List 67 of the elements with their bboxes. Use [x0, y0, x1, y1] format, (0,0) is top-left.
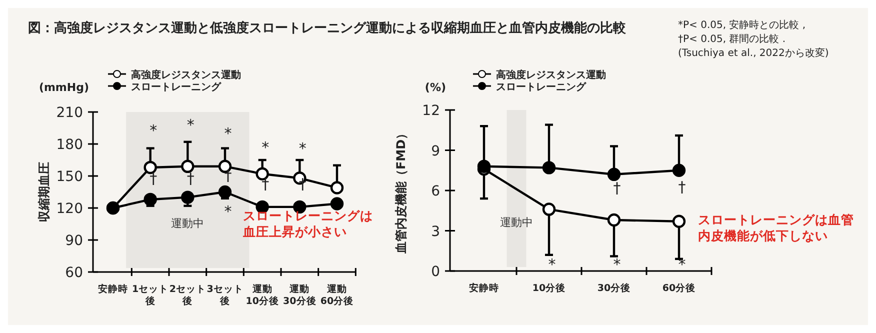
text: (%): [424, 81, 446, 94]
text: (mmHg): [38, 81, 89, 94]
point: [672, 214, 686, 228]
y-axis-title: 血管内皮機能（FMD）: [394, 127, 408, 255]
legend-label: 高強度レジスタンス運動: [496, 69, 606, 81]
annotation: †: [678, 178, 686, 196]
x-tick-label: 安静時: [469, 282, 499, 294]
point: [477, 160, 491, 173]
point: [330, 197, 344, 210]
annotation: *: [224, 124, 232, 143]
text: (Tsuchiya et al., 2022から改変): [678, 47, 829, 59]
y-tick-label: 9: [431, 143, 440, 160]
legend-label: スロートレーニング: [496, 81, 587, 93]
x-tick-label: 1セット後: [132, 284, 169, 307]
y-tick-label: 180: [56, 137, 83, 153]
y-axis-title: 収縮期血圧: [37, 162, 51, 222]
y-tick-label: 150: [56, 169, 83, 185]
annotation: *: [678, 256, 686, 274]
legend-label: スロートレーニング: [131, 81, 222, 93]
point: [181, 160, 194, 173]
y-tick-label: 90: [65, 233, 83, 249]
point: [144, 160, 157, 174]
x-tick-label: 30分後: [597, 282, 631, 294]
point: [542, 161, 556, 174]
annotation: †: [150, 169, 158, 188]
point: [542, 202, 556, 216]
annotation: †: [613, 179, 622, 198]
point: [672, 164, 686, 177]
point: [607, 213, 621, 227]
x-tick-label: 運動10分後: [246, 283, 279, 307]
point: [144, 192, 157, 206]
point: [218, 185, 232, 199]
annotation: †: [186, 169, 195, 188]
point: [330, 181, 344, 194]
annotation: *: [262, 138, 270, 157]
annotation: †: [224, 166, 232, 184]
x-tick-label: 運動30分後: [283, 283, 316, 307]
annotation: *: [298, 140, 307, 158]
x-tick-label: 2セット後: [169, 284, 206, 307]
band-label: 運動中: [171, 217, 204, 230]
y-tick-label: 120: [56, 201, 83, 217]
x-tick-label: 運動60分後: [320, 283, 354, 307]
annotation: スロートレーニングは血管内皮機能が低下しない: [698, 212, 854, 243]
band-label: 運動中: [500, 216, 533, 229]
x-tick-label: 安静時: [98, 283, 128, 295]
x-tick-label: 60分後: [662, 282, 696, 294]
y-tick-label: 3: [431, 224, 440, 240]
x-tick-label: 10分後: [532, 282, 566, 294]
y-tick-label: 60: [65, 265, 83, 281]
annotation: †: [262, 174, 270, 193]
annotation: *: [613, 256, 622, 274]
annotation: *: [224, 202, 232, 221]
chart-title: 図：高強度レジスタンス運動と低強度スロートレーニング運動による収縮期血圧と血管内皮機能の比較: [28, 20, 627, 36]
y-tick-label: 12: [422, 103, 440, 119]
point: [607, 168, 621, 181]
y-tick-label: 0: [431, 264, 440, 280]
legend-label: 高強度レジスタンス運動: [131, 69, 241, 81]
y-tick-label: 6: [431, 184, 440, 200]
text: *P< 0.05, 安静時との比較 ,: [678, 19, 806, 31]
point: [181, 190, 194, 204]
annotation: スロートレーニングは血圧上昇が小さい: [242, 208, 373, 239]
x-tick-label: 3セット後: [206, 284, 244, 307]
annotation: *: [150, 121, 158, 140]
annotation: *: [548, 256, 556, 274]
text: †P< 0.05, 群間の比較 .: [678, 33, 786, 45]
annotation: *: [186, 116, 195, 134]
y-tick-label: 210: [56, 105, 83, 121]
